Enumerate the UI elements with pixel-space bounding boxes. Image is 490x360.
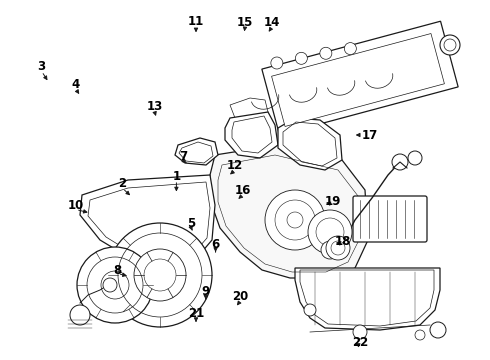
- Circle shape: [440, 35, 460, 55]
- Circle shape: [321, 241, 339, 259]
- Text: 3: 3: [38, 60, 46, 73]
- Text: 1: 1: [172, 170, 180, 183]
- Text: 17: 17: [362, 129, 378, 141]
- Text: 18: 18: [335, 235, 351, 248]
- Circle shape: [308, 210, 352, 254]
- Text: 19: 19: [325, 195, 342, 208]
- Circle shape: [265, 190, 325, 250]
- Text: 2: 2: [119, 177, 126, 190]
- Circle shape: [408, 151, 422, 165]
- Text: 21: 21: [188, 307, 204, 320]
- Text: 8: 8: [114, 264, 122, 276]
- Circle shape: [108, 223, 212, 327]
- Circle shape: [392, 154, 408, 170]
- Circle shape: [304, 304, 316, 316]
- Polygon shape: [278, 118, 342, 170]
- Polygon shape: [271, 33, 444, 126]
- Polygon shape: [175, 138, 218, 165]
- Circle shape: [271, 57, 283, 69]
- Circle shape: [320, 47, 332, 59]
- Polygon shape: [262, 21, 458, 135]
- Polygon shape: [230, 98, 268, 120]
- Text: 7: 7: [180, 150, 188, 163]
- Circle shape: [134, 249, 186, 301]
- Text: 14: 14: [264, 16, 280, 29]
- Circle shape: [353, 325, 367, 339]
- Text: 22: 22: [352, 336, 368, 348]
- Circle shape: [77, 247, 153, 323]
- Text: 9: 9: [202, 285, 210, 298]
- Circle shape: [295, 52, 307, 64]
- Text: 5: 5: [187, 217, 195, 230]
- Polygon shape: [295, 268, 440, 330]
- Text: 4: 4: [72, 78, 80, 91]
- Text: 15: 15: [237, 16, 253, 29]
- Text: 11: 11: [188, 15, 204, 28]
- Text: 6: 6: [212, 238, 220, 251]
- Text: 12: 12: [227, 159, 244, 172]
- Text: 16: 16: [234, 184, 251, 197]
- Circle shape: [103, 278, 117, 292]
- Circle shape: [430, 322, 446, 338]
- Circle shape: [70, 305, 90, 325]
- Circle shape: [326, 236, 350, 260]
- Text: 10: 10: [68, 199, 84, 212]
- Polygon shape: [225, 112, 278, 158]
- Circle shape: [415, 330, 425, 340]
- Circle shape: [344, 42, 356, 55]
- Polygon shape: [210, 145, 368, 278]
- Text: 13: 13: [146, 100, 163, 113]
- FancyBboxPatch shape: [353, 196, 427, 242]
- Polygon shape: [80, 175, 215, 265]
- Text: 20: 20: [232, 291, 248, 303]
